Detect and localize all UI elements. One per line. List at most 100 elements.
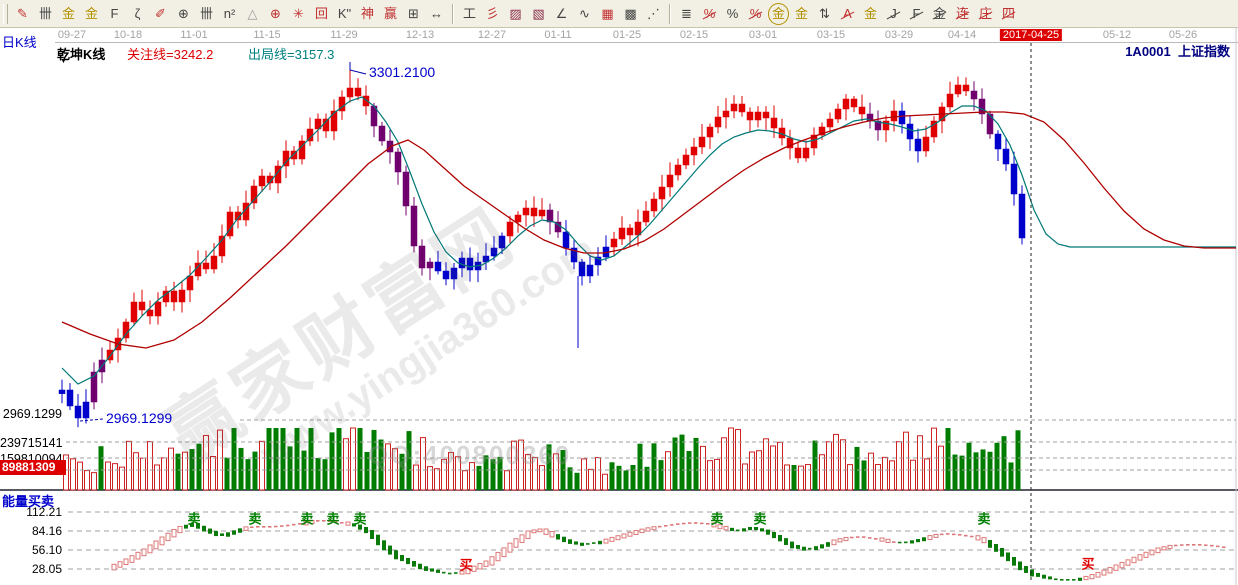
toolbar-grid-ruler-icon[interactable]: 卌 (35, 3, 56, 25)
toolbar-gold-circle-icon[interactable]: 金 (768, 2, 789, 25)
sell-marker: 卖 (187, 511, 201, 527)
toolbar-gold-box-icon[interactable]: 金 (860, 3, 881, 25)
axis-low-price: 2969.1299 (2, 407, 62, 421)
toolbar-n-square-icon[interactable]: n² (219, 3, 240, 25)
toolbar-spiral-icon[interactable]: ζ (127, 3, 148, 25)
sell-marker: 卖 (753, 511, 767, 527)
date-label: 09-27 (57, 29, 87, 41)
dropdown-triangle-icon[interactable]: ▼ (60, 58, 67, 65)
sell-marker: 卖 (326, 511, 340, 527)
toolbar-percent-line-icon[interactable]: % (745, 3, 766, 25)
date-label: 05-12 (1102, 29, 1132, 41)
toolbar-f-slash-icon[interactable]: F (906, 3, 927, 25)
toolbar-shen-tool-icon[interactable]: 神 (357, 3, 378, 25)
toolbar-shade-fan-2-icon[interactable]: ▧ (528, 3, 549, 25)
date-label: 12-13 (405, 29, 435, 41)
toolbar-hash-lines-icon[interactable]: 卌 (196, 3, 217, 25)
candlestick-layer (58, 62, 1026, 428)
sell-marker: 卖 (300, 511, 314, 527)
toolbar-gold-grid-2-icon[interactable]: 金 (81, 3, 102, 25)
toolbar-separator (669, 3, 671, 24)
gridlines (66, 419, 1236, 570)
sell-marker: 卖 (353, 511, 367, 527)
toolbar-lian-slash-icon[interactable]: 连 (952, 3, 973, 25)
date-label: 04-14 (947, 29, 977, 41)
label-pointers (79, 62, 367, 422)
date-label: 05-26 (1168, 29, 1198, 41)
toolbar-ying-tool-icon[interactable]: 赢 (380, 3, 401, 25)
date-label: 12-27 (477, 29, 507, 41)
toolbar-zhuang-slash-icon[interactable]: 庄 (975, 3, 996, 25)
toolbar-star-flower-icon[interactable]: ✳ (288, 3, 309, 25)
frame-lines (0, 28, 1238, 585)
toolbar-updown-pen-icon[interactable]: ⇅ (814, 3, 835, 25)
toolbar-angle-lines-icon[interactable]: ∠ (551, 3, 572, 25)
toolbar-percent-top-icon[interactable]: % (699, 3, 720, 25)
symbol-code: 1A0001 (1125, 44, 1171, 59)
current-volume-badge: 89881309 (0, 460, 66, 475)
toolbar-grid-fill-2-icon[interactable]: ▩ (620, 3, 641, 25)
period-label[interactable]: 日K线 (2, 35, 37, 50)
toolbar-gold-slash-icon[interactable]: 金 (929, 3, 950, 25)
toolbar-gold-grid-icon[interactable]: 金 (58, 3, 79, 25)
indicator-scale-label: 56.10 (31, 543, 62, 557)
indicator-scale-label: 112.21 (26, 505, 62, 519)
date-label: 11-29 (330, 29, 358, 41)
symbol-name: 上证指数 (1177, 44, 1230, 59)
toolbar-target-box-icon[interactable]: 回 (311, 3, 332, 25)
toolbar-cycle-circle-icon[interactable]: ⊕ (173, 3, 194, 25)
toolbar-gold-level-icon[interactable]: 金 (791, 3, 812, 25)
toolbar-mark-pen-icon[interactable]: ✐ (150, 3, 171, 25)
date-label: 01-25 (612, 29, 642, 41)
date-label: 03-01 (748, 29, 778, 41)
toolbar-shade-fan-icon[interactable]: ▨ (505, 3, 526, 25)
toolbar-scale-ruler-icon[interactable]: ≣ (676, 3, 697, 25)
toolbar-pen-icon[interactable]: ✎ (12, 3, 33, 25)
toolbar-ray-fan-icon[interactable]: 彡 (482, 3, 503, 25)
toolbar-si-slash-icon[interactable]: 四 (998, 3, 1019, 25)
symbol-label: 1A0001 上证指数 (1125, 41, 1230, 60)
toolbar-ruler-123-icon[interactable]: ⊞ (403, 3, 424, 25)
toolbar-wave-lines-icon[interactable]: ∿ (574, 3, 595, 25)
buy-marker: 买 (1081, 556, 1095, 572)
peak-price-label: 3301.2100 (369, 64, 436, 80)
indicator-scale-label: 28.05 (31, 562, 62, 576)
sell-marker: 卖 (710, 511, 724, 527)
toolbar-percent-icon[interactable]: % (722, 3, 743, 25)
toolbar-grid-fill-icon[interactable]: ▦ (597, 3, 618, 25)
date-label: 11-15 (253, 29, 281, 41)
toolbar-width-arrows-icon[interactable]: ↔ (426, 3, 447, 25)
date-label: 11-01 (180, 29, 208, 41)
date-label: 03-15 (816, 29, 846, 41)
toolbar-parallel-lines-icon[interactable]: ⋰ (643, 3, 664, 25)
toolbar-separator (452, 3, 454, 24)
indicator-selector[interactable]: 乾坤K线 (57, 47, 106, 62)
toolbar-grip (3, 3, 8, 24)
toolbar-a-slash-icon[interactable]: A (837, 3, 858, 25)
buy-marker: 买 (459, 557, 473, 573)
date-label: 03-29 (884, 29, 914, 41)
toolbar-k-mark-icon[interactable]: K" (334, 3, 355, 25)
low-price-label: 2969.1299 (106, 410, 173, 426)
toolbar-j-slash-icon[interactable]: J (883, 3, 904, 25)
indicator-scale-label: 84.16 (31, 524, 62, 538)
date-axis: 09-27 10-18 11-01 11-15 11-29 12-13 12-27 01-11… (0, 28, 1238, 43)
date-label: 01-11 (544, 29, 572, 41)
moving-average-layer (61, 96, 1236, 385)
date-label-current: 2017-04-25 (999, 29, 1063, 41)
toolbar-prism-icon[interactable]: △ (242, 3, 263, 25)
date-label: 02-15 (679, 29, 709, 41)
toolbar-fib-grid-icon[interactable]: F (104, 3, 125, 25)
exit-line-value: 出局线=3157.3 (248, 47, 335, 62)
toolbar-pillar-tool-icon[interactable]: 工 (459, 3, 480, 25)
indicator-panel-title[interactable]: 能量买卖 (2, 494, 55, 509)
volume-scale-1: 239715141 (0, 436, 63, 450)
toolbar-crosshair-icon[interactable]: ⊕ (265, 3, 286, 25)
energy-indicator-layer (111, 519, 1226, 581)
date-label: 10-18 (113, 29, 143, 41)
sell-marker: 卖 (248, 511, 262, 527)
attention-line-value: 关注线=3242.2 (127, 47, 214, 62)
